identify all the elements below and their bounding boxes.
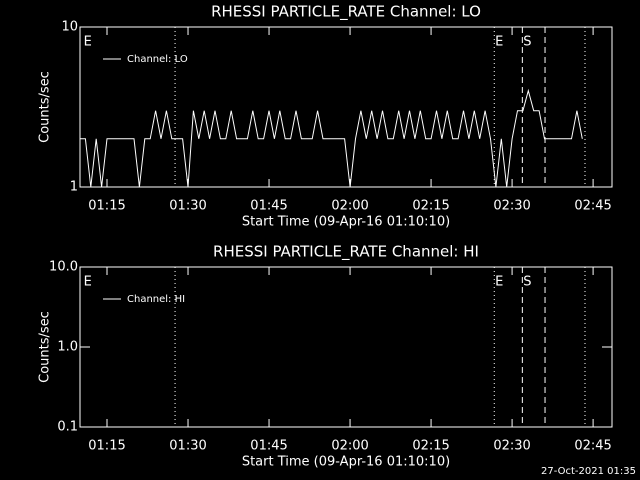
chart-title: RHESSI PARTICLE_RATE Channel: LO [211,3,481,22]
x-tick-label: 02:30 [493,439,530,454]
y-tick-label: 1.0 [57,340,78,355]
y-tick-label: 0.1 [57,420,78,435]
marker-label: S [523,35,531,50]
x-axis-label: Start Time (09-Apr-16 01:10:10) [242,455,450,470]
y-tick-label: 1 [70,180,78,195]
legend-label: Channel: LO [127,54,188,65]
y-tick-label: 10.0 [49,260,78,275]
x-tick-label: 01:45 [250,439,287,454]
x-tick-label: 02:15 [412,199,449,214]
x-tick-label: 02:30 [493,199,530,214]
x-tick-label: 02:45 [574,199,611,214]
x-tick-label: 01:45 [250,199,287,214]
y-tick-label: 10 [61,20,78,35]
y-axis-label: Counts/sec [38,71,53,143]
plot-frame [79,26,613,188]
x-tick-label: 01:30 [169,439,206,454]
marker-label: S [523,275,531,290]
x-tick-label: 01:15 [88,199,125,214]
marker-label: E [84,35,92,50]
plot-frame [79,266,613,428]
marker-label: E [495,35,503,50]
x-tick-label: 01:30 [169,199,206,214]
x-tick-label: 01:15 [88,439,125,454]
data-line [80,88,583,188]
x-axis-label: Start Time (09-Apr-16 01:10:10) [242,215,450,230]
x-tick-label: 02:45 [574,439,611,454]
chart-title: RHESSI PARTICLE_RATE Channel: HI [213,243,479,262]
legend-label: Channel: HI [127,294,185,305]
x-tick-label: 02:00 [331,439,368,454]
y-axis-label: Counts/sec [38,311,53,383]
marker-label: E [84,275,92,290]
footer: 27-Oct-2021 01:35 [541,466,636,477]
marker-label: E [495,275,503,290]
x-tick-label: 02:15 [412,439,449,454]
x-tick-label: 02:00 [331,199,368,214]
